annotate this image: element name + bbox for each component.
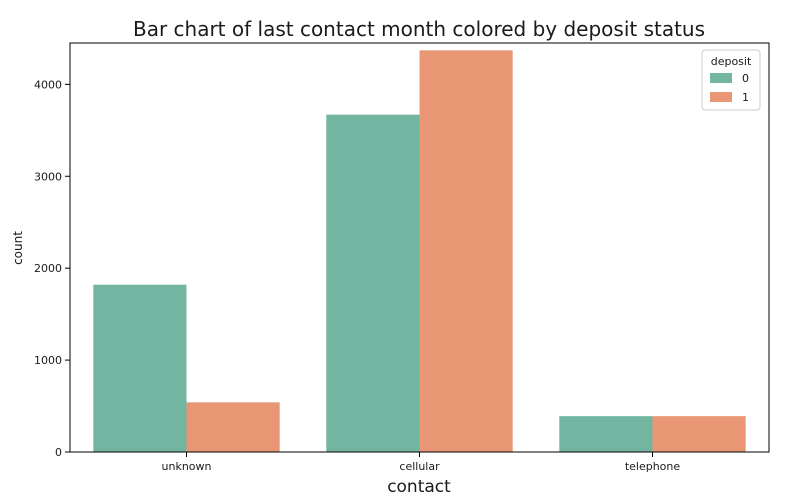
x-tick-label: cellular [399, 460, 440, 473]
y-tick-label: 1000 [34, 354, 62, 367]
y-tick-label: 4000 [34, 78, 62, 91]
bar [652, 416, 746, 452]
plot-area: 0 1000 2000 3000 4000 unknown cellular telephon… [34, 42, 770, 473]
legend-swatch [710, 92, 732, 102]
y-tick-label: 2000 [34, 262, 62, 275]
chart-title: Bar chart of last contact month colored … [133, 17, 705, 41]
legend-title: deposit [711, 55, 752, 68]
x-axis-label: contact [387, 477, 451, 497]
bar [93, 284, 187, 452]
bar [559, 416, 653, 452]
legend: deposit 0 1 [701, 49, 761, 111]
legend-label: 1 [742, 91, 749, 104]
legend-swatch [710, 73, 732, 83]
x-tick-label: telephone [625, 460, 681, 473]
y-axis-label: count [11, 231, 25, 265]
bar [326, 114, 420, 453]
x-tick-label: unknown [162, 460, 212, 473]
y-tick-label: 0 [55, 446, 62, 459]
legend-label: 0 [742, 72, 749, 85]
bar [186, 402, 280, 452]
y-tick-label: 3000 [34, 170, 62, 183]
bar [419, 50, 513, 452]
